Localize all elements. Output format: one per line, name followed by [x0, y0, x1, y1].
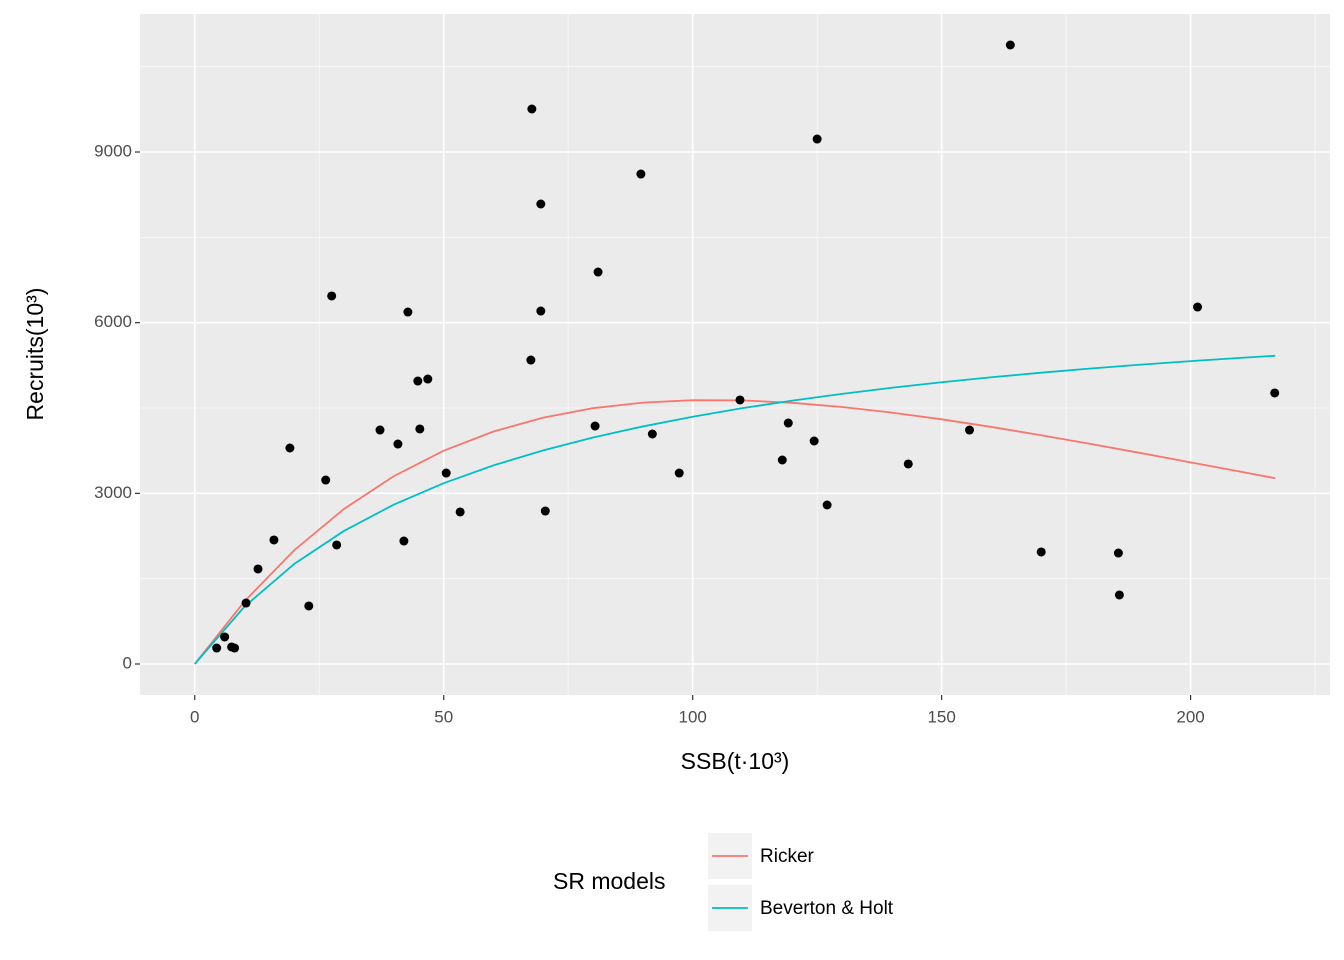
legend-label: Beverton & Holt [760, 898, 894, 919]
data-point [423, 374, 433, 384]
data-point [1114, 590, 1124, 600]
data-point [822, 500, 832, 510]
data-point [536, 199, 546, 209]
data-point [321, 475, 331, 485]
data-point [212, 643, 222, 653]
data-point [1005, 40, 1015, 50]
data-point [674, 468, 684, 478]
data-point [1270, 388, 1280, 398]
data-point [253, 564, 263, 574]
data-point [812, 134, 822, 144]
data-point [593, 267, 603, 277]
legend-label: Ricker [760, 846, 815, 867]
fit-line [194, 354, 1276, 665]
data-point [809, 436, 819, 446]
x-tick-label: 0 [190, 707, 199, 726]
data-point [403, 307, 413, 317]
data-point [241, 598, 251, 608]
x-tick-label: 150 [927, 707, 955, 726]
data-point [1036, 547, 1046, 557]
data-point [455, 507, 465, 517]
panel-background [140, 14, 1330, 695]
data-point [735, 395, 745, 405]
data-point [526, 355, 536, 365]
x-axis-title: SSB(t·10³) [681, 748, 790, 774]
data-point [777, 455, 787, 465]
data-point [220, 632, 230, 642]
legend-title: SR models [553, 868, 665, 894]
data-point [285, 443, 295, 453]
data-point [413, 376, 423, 386]
data-point [304, 601, 314, 611]
data-point [375, 425, 385, 435]
x-tick-label: 100 [678, 707, 706, 726]
data-point [399, 536, 409, 546]
data-point [393, 439, 403, 449]
x-tick-label: 200 [1176, 707, 1204, 726]
data-point [590, 421, 600, 431]
data-point [540, 506, 550, 516]
data-point [636, 169, 646, 179]
grid [140, 14, 1330, 695]
data-point [903, 459, 913, 469]
data-point [441, 468, 451, 478]
data-point [783, 418, 793, 428]
data-point [965, 425, 975, 435]
data-point [527, 104, 537, 114]
plot-area [194, 40, 1280, 665]
data-point [327, 291, 337, 301]
legend: Ricker Beverton & Holt [708, 833, 894, 931]
data-point [536, 306, 546, 316]
y-tick-label: 0 [123, 653, 132, 672]
y-tick-label: 9000 [94, 141, 132, 160]
y-tick-label: 3000 [94, 483, 132, 502]
data-point [647, 429, 657, 439]
data-point [1113, 548, 1123, 558]
data-point [1193, 302, 1203, 312]
data-point [269, 535, 279, 545]
data-point [415, 424, 425, 434]
data-point [230, 643, 240, 653]
x-tick-label: 50 [434, 707, 453, 726]
y-tick-label: 6000 [94, 312, 132, 331]
data-point [332, 540, 342, 550]
y-axis-title: Recruits(10³) [22, 288, 48, 421]
